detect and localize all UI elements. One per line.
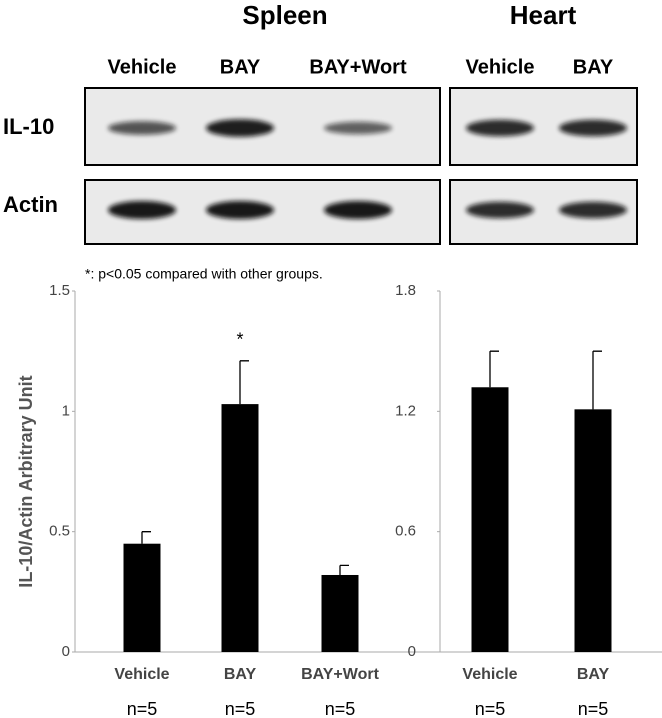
bar bbox=[321, 574, 359, 652]
bar bbox=[574, 409, 612, 652]
band bbox=[108, 121, 176, 135]
band bbox=[206, 201, 274, 219]
y-tick-label: 1.2 bbox=[395, 402, 416, 419]
n-label: n=5 bbox=[475, 699, 506, 718]
error-bar bbox=[592, 350, 602, 410]
x-tick-label: BAY bbox=[224, 666, 257, 683]
y-tick-label: 1 bbox=[62, 402, 70, 419]
lane-label: Vehicle bbox=[108, 56, 177, 78]
lane-label: BAY bbox=[220, 56, 261, 78]
band bbox=[108, 201, 176, 219]
y-tick-label: 0 bbox=[408, 643, 416, 660]
band bbox=[466, 201, 534, 219]
y-tick-label: 1.8 bbox=[395, 282, 416, 299]
row-label: IL-10 bbox=[3, 114, 54, 139]
row-label: Actin bbox=[3, 192, 58, 217]
y-tick-label: 0 bbox=[62, 643, 70, 660]
band bbox=[559, 119, 627, 137]
n-label: n=5 bbox=[578, 699, 609, 718]
panel-title: Heart bbox=[510, 0, 577, 30]
bar bbox=[221, 404, 259, 652]
band bbox=[206, 119, 274, 137]
error-bar bbox=[489, 350, 499, 388]
n-label: n=5 bbox=[127, 699, 158, 718]
annotation: *: p<0.05 compared with other groups. bbox=[85, 266, 323, 282]
bar bbox=[123, 543, 161, 652]
y-axis-label: IL-10/Actin Arbitrary Unit bbox=[16, 375, 36, 587]
lane-label: Vehicle bbox=[466, 56, 535, 78]
band bbox=[324, 121, 392, 135]
x-tick-label: Vehicle bbox=[462, 666, 517, 683]
bar bbox=[471, 387, 509, 652]
error-bar bbox=[339, 564, 349, 575]
significance-label: * bbox=[236, 330, 243, 350]
n-label: n=5 bbox=[325, 699, 356, 718]
x-tick-label: Vehicle bbox=[114, 666, 169, 683]
y-tick-label: 0.5 bbox=[49, 523, 70, 540]
n-label: n=5 bbox=[225, 699, 256, 718]
y-tick-label: 0.6 bbox=[395, 523, 416, 540]
x-tick-label: BAY+Wort bbox=[301, 666, 379, 683]
y-tick-label: 1.5 bbox=[49, 282, 70, 299]
error-bar bbox=[239, 360, 249, 405]
x-tick-label: BAY bbox=[577, 666, 610, 683]
band bbox=[324, 201, 392, 219]
lane-label: BAY bbox=[573, 56, 614, 78]
lane-label: BAY+Wort bbox=[309, 56, 407, 78]
band bbox=[466, 119, 534, 137]
error-bar bbox=[141, 531, 151, 544]
band bbox=[559, 201, 627, 219]
panel-title: Spleen bbox=[242, 0, 327, 30]
